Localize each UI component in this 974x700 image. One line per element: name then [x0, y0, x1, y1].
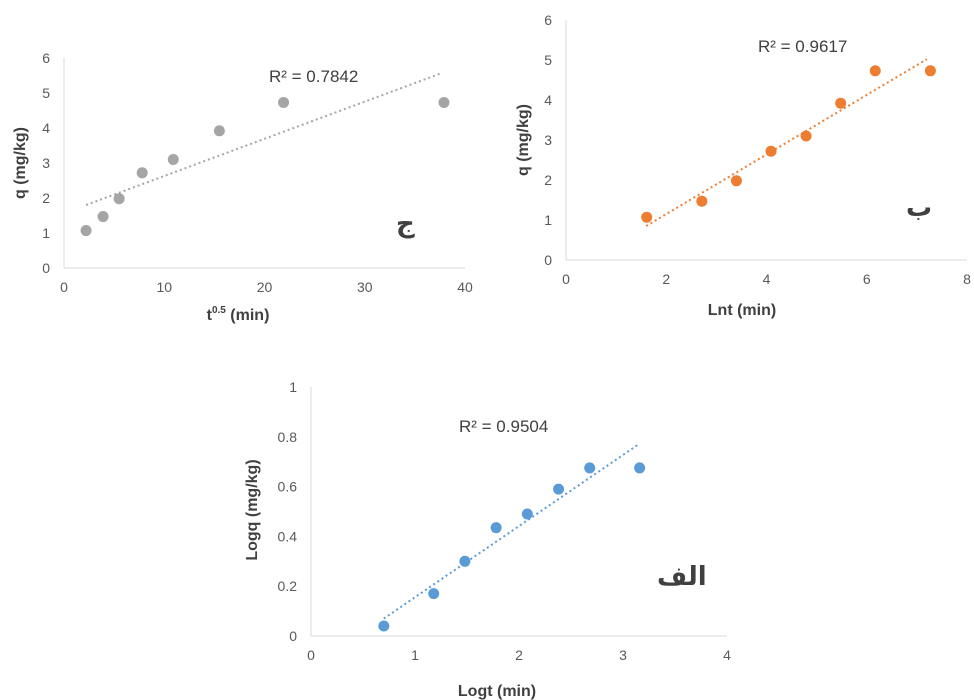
- x-tick-label: 20: [257, 279, 273, 295]
- r-squared-label: R² = 0.7842: [269, 67, 358, 86]
- data-point: [213, 125, 225, 137]
- data-point: [378, 620, 390, 632]
- y-tick-label: 3: [544, 132, 552, 148]
- x-tick-label: 4: [763, 271, 771, 287]
- x-axis-title: Lnt (min): [708, 302, 776, 319]
- y-tick-label: 0: [42, 260, 50, 276]
- data-point: [521, 508, 533, 520]
- x-tick-label: 6: [863, 271, 871, 287]
- r-squared-label: R² = 0.9504: [459, 417, 548, 436]
- y-axis-title: Logq (mg/kg): [244, 459, 261, 560]
- trendline: [383, 443, 640, 620]
- y-tick-label: 2: [544, 172, 552, 188]
- data-points: [80, 96, 450, 237]
- data-point: [136, 167, 148, 179]
- data-points: [378, 462, 646, 632]
- x-tick-label: 2: [662, 271, 670, 287]
- y-tick-label: 0: [544, 252, 552, 268]
- y-tick-labels: 0 0.2 0.4 0.6 0.8 1: [278, 379, 298, 644]
- x-tick-label: 8: [963, 271, 971, 287]
- y-tick-labels: 0 1 2 3 4 5 6: [42, 50, 50, 276]
- y-axis-title: q (mg/kg): [12, 127, 29, 199]
- x-tick-label: 0: [562, 271, 570, 287]
- x-tick-label: 0: [60, 279, 68, 295]
- y-tick-label: 0.6: [278, 479, 298, 495]
- data-point: [800, 130, 812, 142]
- y-tick-label: 4: [544, 92, 552, 108]
- y-tick-label: 6: [42, 50, 50, 66]
- x-tick-label: 10: [156, 279, 172, 295]
- panel-label: ب: [906, 193, 932, 223]
- data-point: [80, 225, 92, 237]
- x-tick-labels: 0 10 20 30 40: [60, 279, 473, 295]
- y-tick-label: 2: [42, 190, 50, 206]
- data-point: [459, 555, 471, 567]
- x-tick-label: 0: [307, 647, 315, 663]
- y-tick-label: 5: [42, 85, 50, 101]
- data-point: [490, 522, 502, 534]
- data-point: [553, 483, 565, 495]
- data-point: [113, 193, 125, 205]
- x-tick-label: 40: [457, 279, 473, 295]
- data-point: [696, 195, 708, 207]
- data-point: [765, 145, 777, 157]
- x-tick-label: 3: [619, 647, 627, 663]
- x-tick-label: 2: [515, 647, 523, 663]
- data-point: [97, 211, 109, 223]
- panel-label: الف: [657, 562, 707, 592]
- y-tick-labels: 0 1 2 3 4 5 6: [544, 12, 552, 268]
- data-point: [924, 65, 936, 77]
- x-tick-label: 30: [357, 279, 373, 295]
- data-point: [584, 462, 596, 474]
- data-point: [634, 462, 646, 474]
- y-tick-label: 6: [544, 12, 552, 28]
- r-squared-label: R² = 0.9617: [758, 37, 847, 56]
- data-point: [438, 96, 450, 108]
- x-axis-title: Logt (min): [458, 683, 536, 700]
- panel-label: ج: [396, 209, 415, 239]
- y-tick-label: 0.2: [278, 578, 298, 594]
- x-axis-title-superscript: 0.5: [212, 305, 226, 316]
- x-tick-labels: 0 1 2 3 4: [307, 647, 731, 663]
- x-tick-labels: 0 2 4 6 8: [562, 271, 971, 287]
- x-tick-label: 1: [411, 647, 419, 663]
- data-points: [641, 65, 936, 223]
- data-point: [428, 588, 440, 600]
- y-tick-label: 5: [544, 52, 552, 68]
- y-tick-label: 3: [42, 155, 50, 171]
- y-tick-label: 0.8: [278, 429, 298, 445]
- data-point: [167, 154, 179, 165]
- x-axis-title-unit: (min): [226, 307, 270, 324]
- x-tick-label: 4: [723, 647, 731, 663]
- data-point: [730, 175, 742, 187]
- x-axis-title-main: t: [207, 307, 213, 324]
- y-axis-title: q (mg/kg): [515, 104, 532, 176]
- y-tick-label: 1: [544, 212, 552, 228]
- y-tick-label: 0: [289, 628, 297, 644]
- data-point: [641, 211, 653, 223]
- data-point: [278, 96, 290, 108]
- data-point: [835, 97, 847, 109]
- y-tick-label: 0.4: [278, 528, 298, 544]
- y-tick-label: 4: [42, 120, 50, 136]
- y-tick-label: 1: [42, 225, 50, 241]
- y-tick-label: 1: [289, 379, 297, 395]
- data-point: [869, 65, 881, 77]
- x-axis-title: t0.5 (min): [207, 305, 270, 324]
